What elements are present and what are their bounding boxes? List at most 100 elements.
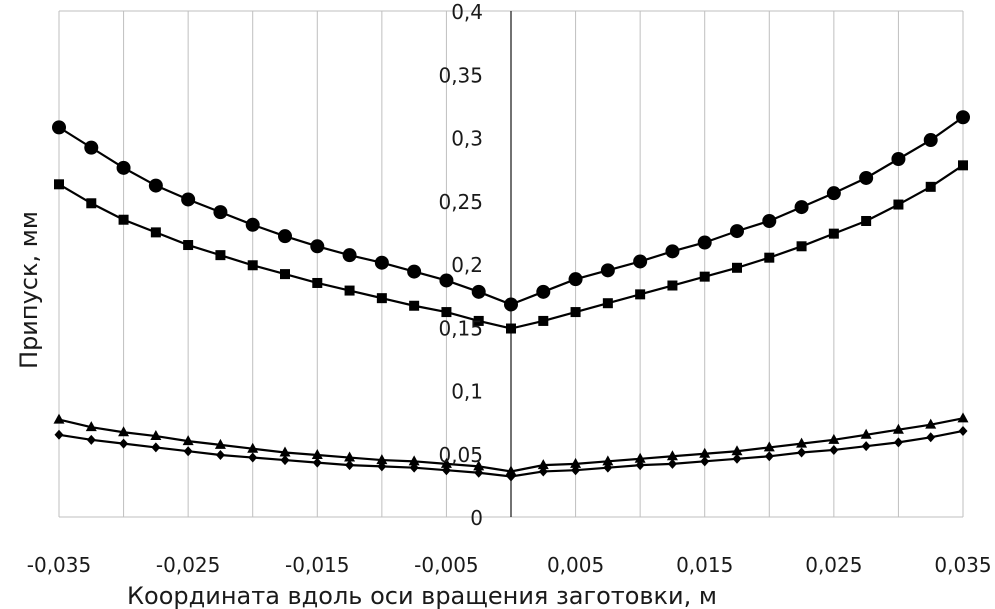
data-point	[148, 178, 163, 193]
data-point	[474, 467, 484, 478]
data-point	[697, 235, 712, 250]
data-point	[635, 289, 646, 300]
data-point	[536, 284, 551, 299]
data-point	[344, 285, 355, 296]
data-point	[797, 447, 807, 458]
data-point	[86, 434, 96, 445]
data-point	[667, 280, 678, 291]
data-point	[923, 133, 938, 148]
data-point	[118, 426, 130, 437]
y-tick-label: 0,4	[451, 0, 483, 24]
y-tick-label: 0,1	[451, 380, 483, 404]
y-tick-label: 0	[470, 506, 483, 530]
x-tick-label: -0,005	[414, 553, 478, 577]
data-point	[730, 224, 744, 239]
data-point	[828, 228, 839, 239]
data-point	[119, 438, 129, 449]
data-point	[764, 451, 774, 462]
x-tick-label: -0,035	[27, 553, 91, 577]
data-point	[376, 293, 387, 304]
series-circle	[52, 110, 970, 312]
data-point	[700, 456, 710, 467]
x-tick-label: 0,015	[676, 553, 733, 577]
data-point	[633, 254, 648, 269]
data-point	[245, 217, 260, 232]
data-point	[859, 170, 874, 185]
data-point	[504, 297, 518, 312]
data-point	[570, 307, 581, 318]
tick-labels: -0,035 -0,025 -0,015 -0,005 0,005 0,015 0,025 0…	[27, 0, 992, 577]
data-point	[699, 271, 710, 282]
data-point	[635, 460, 645, 471]
data-point	[699, 447, 711, 458]
data-point	[861, 215, 872, 226]
data-point	[731, 445, 743, 456]
data-point	[344, 451, 356, 462]
data-point	[342, 248, 357, 263]
data-point	[925, 181, 936, 192]
data-point	[214, 438, 226, 449]
data-point	[409, 300, 420, 311]
data-point	[763, 441, 775, 452]
y-tick-label: 0,25	[438, 190, 483, 214]
data-point	[926, 432, 936, 443]
data-point	[85, 421, 97, 432]
data-point	[441, 307, 452, 318]
data-point	[603, 462, 613, 473]
data-point	[568, 272, 583, 287]
data-point	[213, 205, 228, 220]
series-square	[54, 160, 968, 334]
data-point	[183, 240, 194, 251]
x-tick-label: -0,015	[285, 553, 349, 577]
data-point	[441, 465, 451, 476]
data-point	[828, 433, 840, 444]
data-point	[116, 160, 131, 175]
data-point	[762, 213, 777, 228]
data-point	[506, 471, 516, 482]
data-point	[439, 273, 454, 288]
data-point	[634, 452, 646, 463]
y-tick-label: 0,2	[451, 253, 483, 277]
data-point	[958, 160, 968, 171]
x-tick-label: 0,035	[934, 553, 991, 577]
data-point	[471, 284, 486, 299]
data-point	[473, 315, 484, 326]
data-point	[150, 430, 162, 441]
data-point	[667, 458, 677, 469]
data-point	[665, 244, 680, 259]
series-triangle	[53, 412, 969, 476]
data-point	[150, 227, 161, 238]
data-point	[861, 441, 871, 452]
data-point	[181, 192, 196, 207]
data-point	[280, 455, 290, 466]
x-axis-title: Координата вдоль оси вращения заготовки,…	[127, 582, 717, 609]
data-point	[956, 110, 970, 125]
data-point	[54, 179, 64, 190]
data-point	[826, 186, 841, 201]
data-point	[84, 140, 99, 155]
data-point	[891, 152, 906, 167]
data-point	[732, 453, 742, 464]
data-point	[829, 444, 839, 455]
data-point	[925, 418, 937, 429]
data-point	[279, 446, 291, 457]
data-point	[408, 455, 420, 466]
data-point	[247, 442, 259, 453]
y-tick-label: 0,15	[438, 316, 483, 340]
data-point	[602, 298, 613, 309]
data-point	[182, 435, 194, 446]
data-point	[506, 323, 516, 334]
y-tick-label: 0,35	[438, 63, 483, 87]
data-point	[312, 277, 323, 288]
data-point	[505, 465, 517, 476]
data-point	[247, 260, 258, 271]
data-point	[118, 214, 129, 225]
x-tick-label: 0,005	[547, 553, 604, 577]
y-tick-label: 0,3	[451, 127, 483, 151]
data-point	[602, 455, 614, 466]
data-point	[893, 437, 903, 448]
data-point	[53, 413, 65, 424]
series-layer	[52, 110, 970, 482]
data-point	[538, 315, 549, 326]
data-point	[311, 449, 323, 460]
